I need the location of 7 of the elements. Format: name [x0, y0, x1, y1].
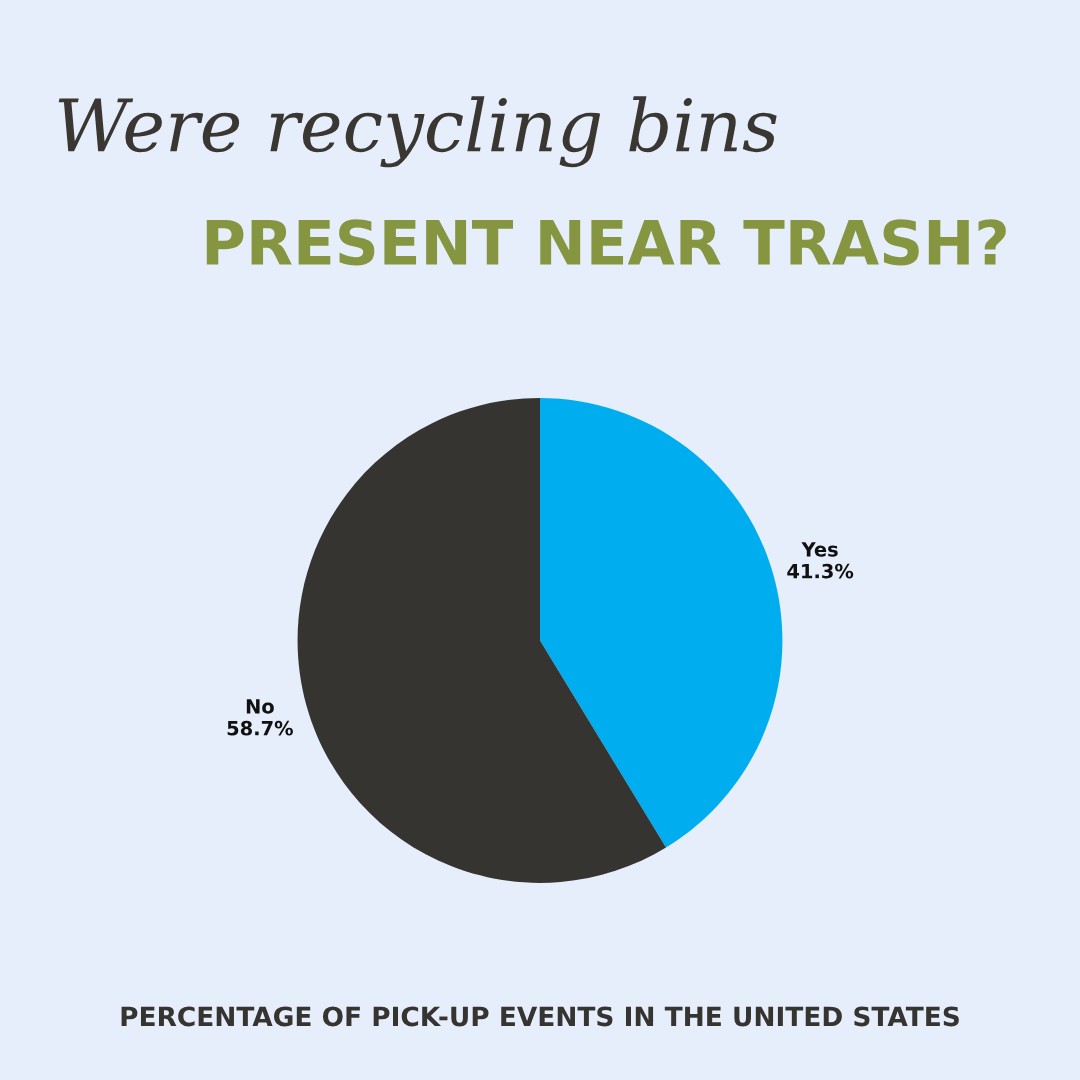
data-label: 58.7%	[227, 720, 293, 736]
chart-subtitle: PRESENT NEAR TRASH?	[206, 219, 1006, 266]
slice-label: No	[246, 699, 274, 714]
text: PERCENTAGE OF PICK-UP EVENTS IN THE UNITED STATES	[121, 1006, 959, 1027]
slice-label: Yes	[801, 542, 838, 557]
chart-title: Were recycling bins	[58, 96, 777, 168]
data-label: 41.3%	[787, 563, 854, 579]
